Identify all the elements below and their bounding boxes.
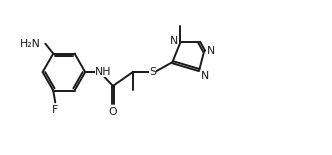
Text: S: S (149, 67, 156, 77)
Text: O: O (109, 107, 117, 117)
Text: NH: NH (95, 67, 112, 77)
Text: F: F (52, 105, 58, 115)
Text: N: N (201, 71, 209, 81)
Text: N: N (207, 46, 215, 56)
Text: N: N (170, 36, 178, 46)
Text: H₂N: H₂N (20, 39, 41, 49)
